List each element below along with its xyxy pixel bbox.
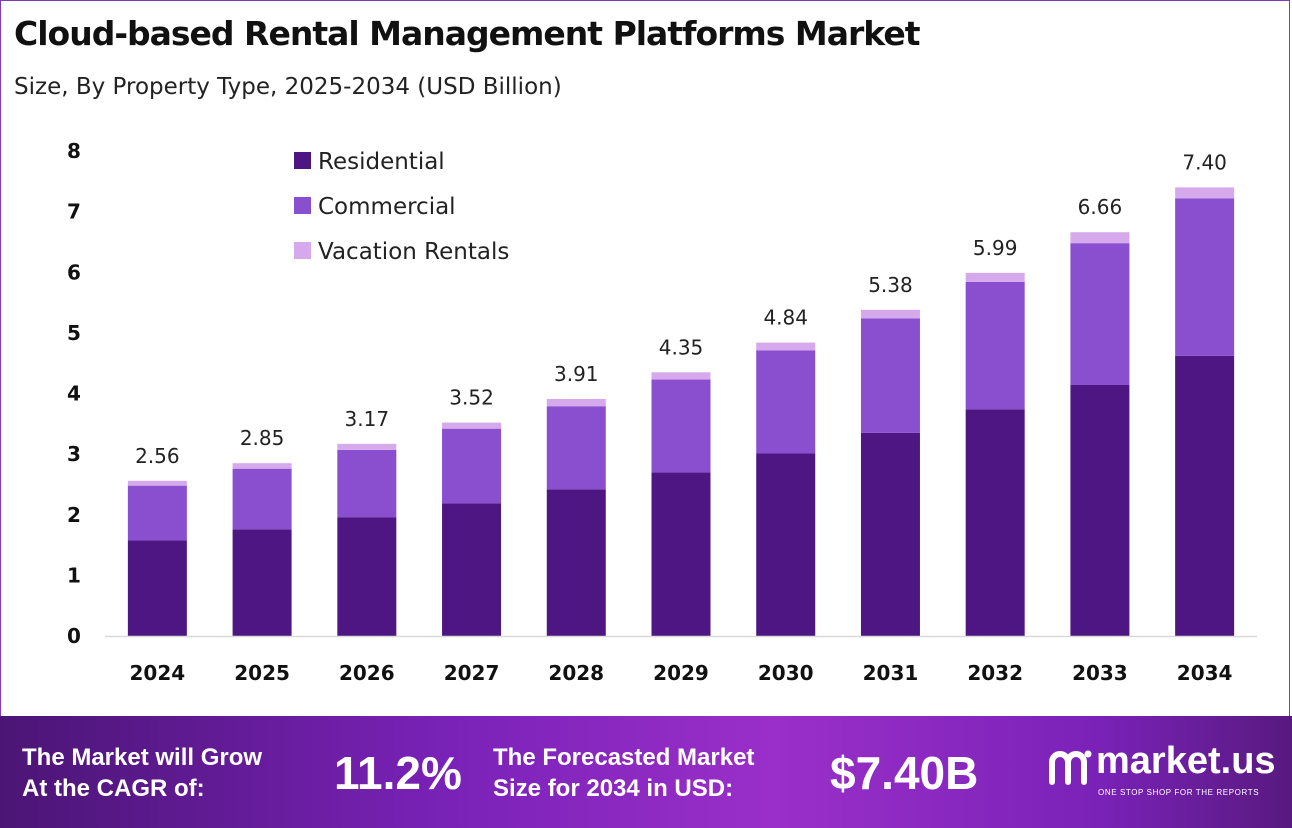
y-tick-label: 6	[67, 260, 81, 284]
bar-commercial-2026	[337, 449, 397, 518]
forecast-caption-line2: Size for 2034 in USD:	[493, 775, 734, 802]
bar-residential-2033	[1070, 385, 1130, 636]
bar-residential-2032	[965, 409, 1025, 636]
bar-vacation-rentals-2032	[965, 272, 1025, 282]
bar-vacation-rentals-2024	[127, 480, 187, 486]
total-labels: 2.56 2.85 3.17 3.52 3.91 4.35 4.84 5.38 5.99 6.66…	[135, 150, 1227, 467]
y-tick-label: 0	[67, 624, 81, 648]
total-label: 4.84	[763, 306, 808, 330]
bar-vacation-rentals-2026	[337, 443, 397, 450]
total-label: 2.56	[135, 444, 180, 468]
legend-label: Commercial	[318, 194, 456, 220]
bar-vacation-rentals-2025	[232, 463, 292, 469]
y-tick-label: 2	[67, 503, 81, 527]
x-tick-label: 2033	[1072, 661, 1128, 685]
total-label: 5.38	[868, 273, 913, 297]
chart-subtitle: Size, By Property Type, 2025-2034 (USD B…	[14, 74, 562, 100]
cagr-caption-line2: At the CAGR of:	[22, 775, 205, 802]
legend: Residential Commercial Vacation Rentals	[294, 149, 509, 265]
bar-commercial-2028	[546, 406, 606, 490]
bar-residential-2025	[232, 529, 292, 636]
bar-commercial-2027	[442, 428, 502, 504]
legend-swatch	[294, 152, 311, 169]
bar-vacation-rentals-2027	[442, 422, 502, 429]
legend-swatch	[294, 197, 311, 214]
logo-wordmark: market.us	[1096, 740, 1276, 782]
bar-commercial-2034	[1175, 198, 1235, 356]
total-label: 7.40	[1182, 150, 1227, 174]
x-tick-label: 2026	[339, 661, 395, 685]
bar-vacation-rentals-2033	[1070, 232, 1130, 244]
x-tick-label: 2027	[444, 661, 500, 685]
brand-logo: market.us ONE STOP SHOP FOR THE REPORTS	[1046, 740, 1286, 804]
bar-residential-2024	[127, 540, 187, 636]
bar-vacation-rentals-2030	[756, 342, 816, 351]
bar-residential-2029	[651, 472, 711, 636]
total-label: 5.99	[973, 236, 1018, 260]
bar-vacation-rentals-2034	[1175, 187, 1235, 199]
x-tick-label: 2034	[1177, 661, 1233, 685]
bar-vacation-rentals-2031	[860, 309, 920, 319]
forecast-value: $7.40B	[830, 747, 979, 799]
cagr-caption: The Market will Grow At the CAGR of:	[22, 742, 322, 804]
x-tick-label: 2028	[548, 661, 604, 685]
y-tick-label: 8	[67, 139, 81, 163]
bar-commercial-2024	[127, 485, 187, 541]
x-axis: 2024 2025 2026 2027 2028 2029 2030 2031 2032 2033…	[130, 661, 1233, 685]
y-tick-label: 1	[67, 563, 81, 587]
y-tick-label: 5	[67, 321, 81, 345]
market-us-logo-icon	[1049, 750, 1092, 785]
bar-commercial-2030	[756, 350, 816, 454]
bar-residential-2030	[756, 453, 816, 636]
y-tick-label: 7	[67, 200, 81, 224]
bar-vacation-rentals-2029	[651, 372, 711, 380]
bar-residential-2031	[860, 432, 920, 636]
bars	[127, 187, 1235, 636]
legend-label: Vacation Rentals	[318, 239, 509, 265]
x-tick-label: 2024	[130, 661, 186, 685]
forecast-caption: The Forecasted Market Size for 2034 in U…	[493, 742, 813, 804]
bar-commercial-2029	[651, 379, 711, 473]
total-label: 2.85	[240, 426, 285, 450]
total-label: 3.52	[449, 386, 494, 410]
total-label: 3.91	[554, 362, 599, 386]
bar-commercial-2025	[232, 468, 292, 530]
total-label: 6.66	[1078, 195, 1123, 219]
x-tick-label: 2025	[234, 661, 290, 685]
legend-label: Residential	[318, 149, 445, 175]
logo-tagline: ONE STOP SHOP FOR THE REPORTS	[1098, 788, 1260, 797]
bar-residential-2028	[546, 489, 606, 636]
bar-commercial-2032	[965, 281, 1025, 410]
cagr-caption-line1: The Market will Grow	[22, 744, 263, 771]
total-label: 4.35	[659, 335, 704, 359]
bar-commercial-2033	[1070, 243, 1130, 386]
x-tick-label: 2031	[863, 661, 919, 685]
y-tick-label: 4	[67, 382, 81, 406]
summary-banner: The Market will Grow At the CAGR of: 11.…	[0, 716, 1292, 828]
x-tick-label: 2029	[653, 661, 709, 685]
legend-swatch	[294, 242, 311, 259]
y-tick-label: 3	[67, 442, 81, 466]
bar-residential-2034	[1175, 355, 1235, 636]
bar-commercial-2031	[860, 318, 920, 433]
x-tick-label: 2032	[967, 661, 1023, 685]
cagr-value: 11.2%	[334, 747, 462, 799]
chart-title: Cloud-based Rental Management Platforms …	[14, 14, 921, 53]
bar-residential-2027	[442, 503, 502, 636]
bar-residential-2026	[337, 517, 397, 636]
bar-vacation-rentals-2028	[546, 398, 606, 407]
forecast-caption-line1: The Forecasted Market	[493, 744, 755, 771]
total-label: 3.17	[345, 407, 390, 431]
y-axis: 0 1 2 3 4 5 6 7 8	[67, 139, 81, 648]
x-tick-label: 2030	[758, 661, 814, 685]
